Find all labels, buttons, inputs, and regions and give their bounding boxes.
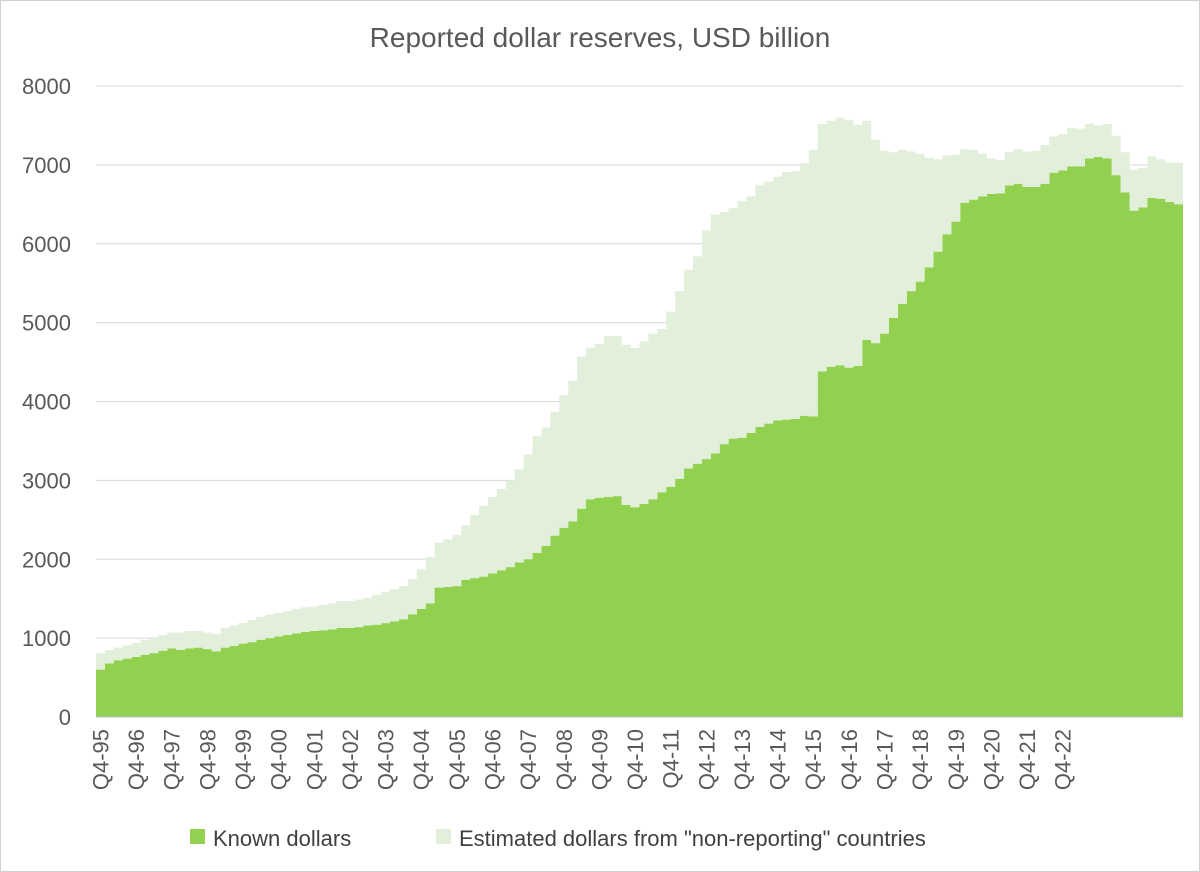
x-tick-label: Q4-19 — [944, 729, 969, 790]
y-tick-label: 6000 — [22, 232, 71, 257]
x-tick-label: Q4-99 — [231, 729, 256, 790]
legend-swatch-known — [190, 829, 205, 844]
chart-title: Reported dollar reserves, USD billion — [370, 22, 831, 53]
x-tick-label: Q4-01 — [302, 729, 327, 790]
x-tick-label: Q4-96 — [124, 729, 149, 790]
y-tick-label: 3000 — [22, 468, 71, 493]
x-tick-label: Q4-03 — [374, 729, 399, 790]
x-tick-label: Q4-12 — [694, 729, 719, 790]
axes: 0 1000 2000 3000 4000 5000 6000 7000 8000 Q4-95 Q4… — [22, 74, 1183, 790]
y-tick-label: 2000 — [22, 547, 71, 572]
x-tick-label: Q4-08 — [552, 729, 577, 790]
x-tick-label: Q4-02 — [338, 729, 363, 790]
legend-label-estimated: Estimated dollars from "non-reporting" c… — [459, 826, 926, 851]
series-area-known-dollars — [96, 156, 1183, 718]
legend: Known dollars Estimated dollars from "no… — [190, 826, 926, 851]
x-tick-label: Q4-04 — [409, 729, 434, 790]
series-area-estimated-dollars — [96, 117, 1183, 670]
x-tick-label: Q4-98 — [195, 729, 220, 790]
y-tick-label: 8000 — [22, 74, 71, 99]
y-tick-label: 4000 — [22, 390, 71, 415]
x-tick-label: Q4-09 — [587, 729, 612, 790]
x-tick-label: Q4-00 — [267, 729, 292, 790]
y-tick-label: 1000 — [22, 626, 71, 651]
legend-swatch-estimated — [436, 829, 451, 844]
x-tick-label: Q4-10 — [623, 729, 648, 790]
x-tick-label: Q4-20 — [979, 729, 1004, 790]
x-tick-label: Q4-16 — [837, 729, 862, 790]
x-tick-label: Q4-97 — [160, 729, 185, 790]
x-tick-label: Q4-17 — [873, 729, 898, 790]
y-tick-label: 0 — [59, 705, 71, 730]
x-tick-label: Q4-07 — [516, 729, 541, 790]
x-tick-label: Q4-18 — [908, 729, 933, 790]
y-tick-label: 5000 — [22, 311, 71, 336]
x-tick-label: Q4-15 — [801, 729, 826, 790]
x-tick-label: Q4-11 — [659, 729, 684, 789]
y-tick-label: 7000 — [22, 153, 71, 178]
x-tick-label: Q4-95 — [88, 729, 113, 790]
x-tick-label: Q4-21 — [1015, 729, 1040, 790]
x-tick-label: Q4-22 — [1051, 729, 1076, 790]
x-tick-label: Q4-05 — [445, 729, 470, 790]
x-tick-label: Q4-14 — [766, 729, 791, 790]
series-areas — [96, 117, 1183, 718]
x-tick-label: Q4-06 — [480, 729, 505, 790]
x-tick-label: Q4-13 — [730, 729, 755, 790]
legend-label-known: Known dollars — [213, 826, 351, 851]
